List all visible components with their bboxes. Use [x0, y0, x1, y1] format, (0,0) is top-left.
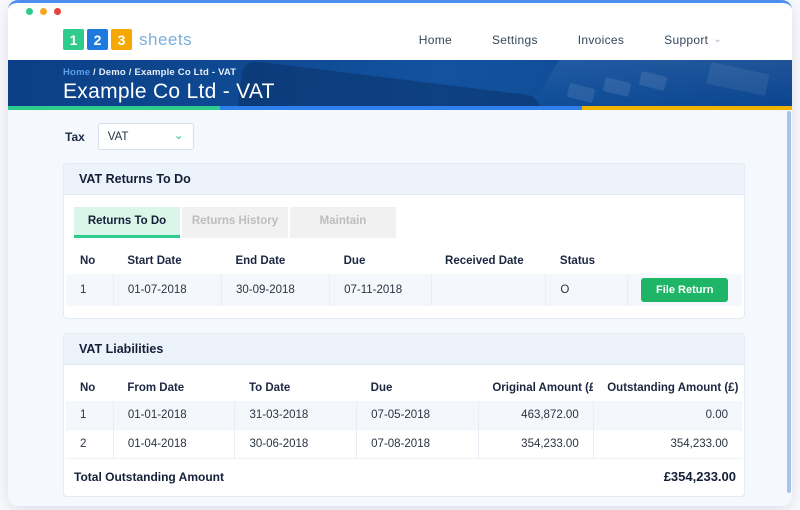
accent-strip	[8, 106, 792, 110]
traffic-light-red[interactable]	[54, 7, 61, 15]
total-outstanding-row: Total Outstanding Amount £354,233.00	[66, 458, 742, 496]
cell-start-date: 01-07-2018	[113, 274, 222, 306]
liabilities-table-row: 2 01-04-2018 30-06-2018 07-08-2018 354,2…	[66, 429, 742, 459]
nav-item-settings[interactable]: Settings	[491, 32, 538, 47]
window-titlebar	[8, 3, 792, 19]
file-return-button[interactable]: File Return	[641, 278, 729, 302]
cell-outstanding-amount: 354,233.00	[593, 429, 742, 459]
tax-select-dropdown[interactable]: VAT ⌄	[97, 123, 194, 150]
traffic-light-yellow[interactable]	[40, 7, 47, 15]
cell-status: O	[545, 274, 628, 306]
nav-item-support[interactable]: Support ⌄	[664, 33, 722, 47]
cell-original-amount: 463,872.00	[478, 401, 594, 430]
cell-action: File Return	[627, 274, 742, 306]
cell-outstanding-amount: 0.00	[705, 409, 728, 421]
scrollbar-thumb[interactable]	[787, 111, 791, 493]
column-header-action	[627, 248, 742, 274]
total-outstanding-value: £354,233.00	[478, 458, 742, 496]
tab-returns-to-do[interactable]: Returns To Do	[74, 207, 180, 238]
tax-filter-label: Tax	[65, 129, 85, 144]
total-outstanding-label: Total Outstanding Amount	[66, 458, 479, 496]
cell-end-date: 30-09-2018	[221, 274, 331, 306]
cell-due: 07-11-2018	[329, 274, 432, 306]
liabilities-table-header-row: No From Date To Date Due Original Amount…	[66, 375, 742, 401]
logo-wordmark: sheets	[139, 29, 193, 49]
cell-no: 1	[66, 401, 114, 430]
tax-select-value: VAT	[107, 130, 129, 143]
column-header-outstanding-amount: Outstanding Amount (£)	[607, 382, 739, 394]
page-header: Home / Demo / Example Co Ltd - VAT Examp…	[8, 60, 792, 106]
column-header-from-date: From Date	[127, 382, 185, 394]
vat-returns-panel: VAT Returns To Do Returns To Do Returns …	[63, 163, 745, 319]
breadcrumb: Home / Demo / Example Co Ltd - VAT	[63, 60, 792, 78]
cell-original-amount: 354,233.00	[478, 429, 594, 459]
nav-links: Home Settings Invoices Support ⌄	[419, 33, 722, 47]
cell-received-date	[431, 274, 547, 306]
cell-due: 07-08-2018	[356, 429, 479, 459]
top-navbar: 1 2 3 sheets Home Settings Invoices Supp…	[8, 19, 792, 60]
column-header-original-amount: Original Amount (£)	[492, 382, 594, 394]
logo-digit-3: 3	[111, 29, 132, 50]
column-header-due: Due	[370, 382, 393, 394]
nav-item-invoices[interactable]: Invoices	[577, 32, 625, 47]
cell-no: 1	[66, 274, 114, 306]
tax-filter-row: Tax VAT ⌄	[65, 123, 792, 150]
column-header-to-date: To Date	[248, 382, 291, 394]
liabilities-table-row: 1 01-01-2018 31-03-2018 07-05-2018 463,8…	[66, 401, 742, 430]
returns-table-header-row: No Start Date End Date Due Received Date…	[66, 248, 742, 274]
column-header-no: No	[80, 255, 96, 267]
column-header-received-date: Received Date	[445, 255, 524, 267]
traffic-light-green[interactable]	[26, 7, 33, 15]
breadcrumb-home-link[interactable]: Home	[63, 67, 91, 78]
returns-table-row: 1 01-07-2018 30-09-2018 07-11-2018 O Fil…	[66, 274, 742, 306]
column-header-end-date: End Date	[235, 255, 286, 267]
accent-strip-green	[8, 106, 220, 110]
breadcrumb-trail: / Demo / Example Co Ltd - VAT	[93, 67, 237, 78]
cell-due: 07-05-2018	[356, 401, 479, 430]
app-logo[interactable]: 1 2 3 sheets	[63, 29, 192, 50]
returns-tabs: Returns To Do Returns History Maintain	[64, 195, 744, 238]
liabilities-table: No From Date To Date Due Original Amount…	[66, 375, 742, 496]
column-header-status: Status	[559, 255, 596, 267]
page-title: Example Co Ltd - VAT	[63, 80, 275, 103]
vat-returns-panel-title: VAT Returns To Do	[64, 164, 744, 195]
cell-to-date: 31-03-2018	[234, 401, 358, 430]
tab-maintain[interactable]: Maintain	[290, 207, 396, 238]
returns-table: No Start Date End Date Due Received Date…	[66, 248, 742, 306]
chevron-down-icon: ⌄	[713, 33, 722, 45]
browser-window: 1 2 3 sheets Home Settings Invoices Supp…	[8, 0, 792, 506]
cell-no: 2	[66, 429, 114, 459]
chevron-down-icon: ⌄	[173, 127, 184, 142]
logo-digit-1: 1	[63, 29, 84, 50]
column-header-due: Due	[343, 255, 366, 267]
cell-from-date: 01-01-2018	[113, 401, 236, 430]
accent-strip-blue	[219, 106, 582, 110]
column-header-no: No	[80, 382, 96, 394]
vat-liabilities-panel-title: VAT Liabilities	[64, 334, 744, 365]
vat-liabilities-panel: VAT Liabilities No From Date To Date Due…	[63, 333, 745, 497]
accent-strip-yellow	[581, 106, 792, 110]
tab-returns-history[interactable]: Returns History	[182, 207, 288, 238]
page-content: Tax VAT ⌄ VAT Returns To Do Returns To D…	[8, 110, 792, 506]
column-header-start-date: Start Date	[127, 255, 182, 267]
cell-from-date: 01-04-2018	[113, 429, 236, 459]
logo-digit-2: 2	[87, 29, 108, 50]
cell-to-date: 30-06-2018	[234, 429, 358, 459]
nav-item-home[interactable]: Home	[418, 32, 452, 47]
nav-item-support-label: Support	[664, 32, 709, 47]
